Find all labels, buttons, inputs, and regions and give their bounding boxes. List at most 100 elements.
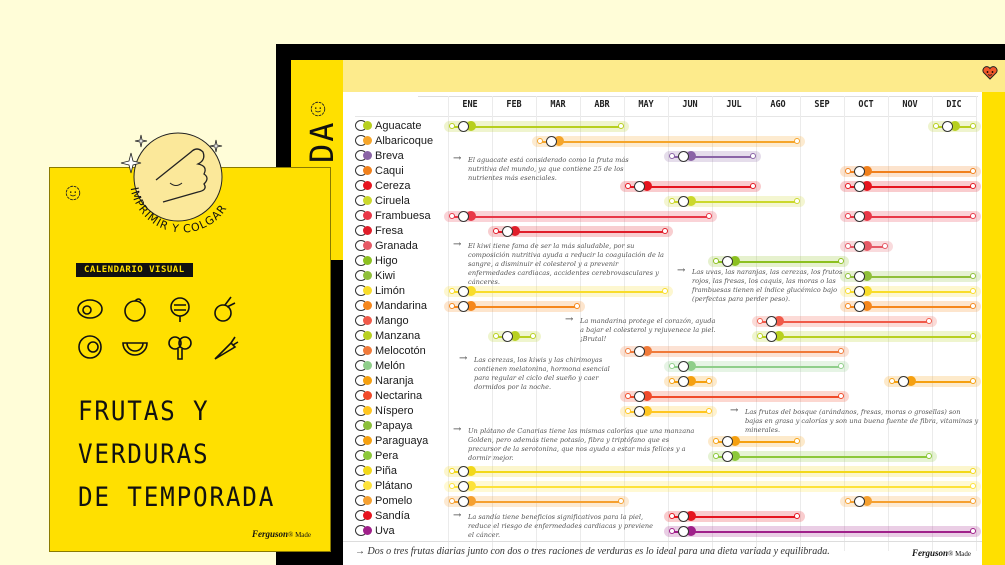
side-title: DA <box>303 120 341 163</box>
fruit-sketch-icon <box>678 526 689 537</box>
month-header-oct: OCT <box>858 99 874 110</box>
fact-note: → Las cerezas, los kiwis y las chirimoyas… <box>459 354 624 392</box>
fact-note-text: Las cerezas, los kiwis y las chirimoyas … <box>474 356 610 391</box>
month-header-nov: NOV <box>902 99 918 110</box>
season-end-marker <box>794 513 800 519</box>
month-header-jun: JUN <box>682 99 698 110</box>
carrot-icon <box>214 336 239 360</box>
fruit-name: Ciruela <box>375 195 410 207</box>
fruit-name: Melocotón <box>375 345 426 357</box>
fruit-color-dot <box>686 361 696 371</box>
fruit-name: Manzana <box>375 330 421 342</box>
fruit-sketch-icon <box>458 496 469 507</box>
season-end-marker <box>970 183 976 189</box>
season-line <box>717 261 840 263</box>
fruit-name: Paraguaya <box>375 435 429 447</box>
fact-note: → El aguacate está considerado como la fr… <box>453 154 648 183</box>
fruit-icon <box>355 240 373 252</box>
arrow-icon: → <box>453 239 462 250</box>
poster-title: FRUTAS Y VERDURAS DE TEMPORADA <box>78 396 276 513</box>
season-start-marker <box>669 528 675 534</box>
season-line <box>629 411 708 413</box>
fruit-icon <box>355 135 373 147</box>
fruit-icon <box>355 450 373 462</box>
fruit-sketch-icon <box>854 286 865 297</box>
season-end-marker <box>706 213 712 219</box>
fruit-color-dot <box>642 406 652 416</box>
top-band <box>343 60 1005 92</box>
fruit-name: Albaricoque <box>375 135 434 147</box>
fruit-name: Sandía <box>375 510 410 522</box>
print-and-hang-badge: IMPRIMIR Y COLGAR <box>120 132 229 236</box>
season-start-marker <box>625 393 631 399</box>
fruit-sketch-icon <box>854 496 865 507</box>
season-start-marker <box>669 378 675 384</box>
fruit-name: Kiwi <box>375 270 396 282</box>
month-header-ene: ENE <box>462 99 478 110</box>
fruit-sketch-icon <box>854 181 865 192</box>
fruit-name: Piña <box>375 465 398 477</box>
fruit-icon <box>355 465 373 477</box>
fruit-sketch-icon <box>546 136 557 147</box>
fact-note-text: La mandarina protege el corazón, ayuda a… <box>580 317 716 343</box>
season-end-marker <box>838 363 844 369</box>
smiley-flower-icon <box>65 185 81 201</box>
season-line <box>629 396 840 398</box>
thumbs-up-icon <box>155 148 208 203</box>
fruit-name: Fresa <box>375 225 404 237</box>
fruit-sketch-icon <box>854 301 865 312</box>
fruit-color-dot <box>466 466 476 476</box>
fruit-color-dot <box>862 286 872 296</box>
season-end-marker <box>706 378 712 384</box>
fact-note-text: El aguacate está considerado como la fru… <box>468 156 629 182</box>
month-header-may: MAY <box>638 99 654 110</box>
fact-note-text: El kiwi tiene fama de ser la más saludab… <box>468 242 664 286</box>
fact-note-text: La sandía tiene beneficios significativo… <box>468 513 654 539</box>
fruit-color-dot <box>730 436 740 446</box>
fruit-sketch-icon <box>854 271 865 282</box>
fruit-icon <box>355 315 373 327</box>
fruit-color-dot <box>774 331 784 341</box>
fruit-name: Granada <box>375 240 418 252</box>
month-header-feb: FEB <box>506 99 522 110</box>
season-start-marker <box>625 183 631 189</box>
season-line <box>849 171 972 173</box>
fruit-icon <box>355 510 373 522</box>
month-header-ago: AGO <box>770 99 786 110</box>
fruit-icon <box>355 180 373 192</box>
season-end-marker <box>838 348 844 354</box>
season-end-marker <box>970 528 976 534</box>
fruit-sketch-icon <box>634 181 645 192</box>
season-end-marker <box>970 303 976 309</box>
fruit-sketch-icon <box>678 196 689 207</box>
season-start-marker <box>625 408 631 414</box>
fruit-sketch-icon <box>502 226 513 237</box>
fruit-icon <box>355 225 373 237</box>
fruit-icon <box>355 525 373 537</box>
month-gridline <box>668 96 669 551</box>
fact-note: → La mandarina protege el corazón, ayuda … <box>565 315 720 344</box>
fruit-sketch-icon <box>458 466 469 477</box>
fruit-color-dot <box>730 451 740 461</box>
fruit-name: Limón <box>375 285 405 297</box>
season-end-marker <box>662 228 668 234</box>
season-start-marker <box>845 303 851 309</box>
season-line <box>453 471 972 473</box>
fruit-color-dot <box>774 316 784 326</box>
fruit-color-dot <box>686 511 696 521</box>
fruit-name: Mango <box>375 315 409 327</box>
arrow-icon: → <box>355 546 368 557</box>
season-start-marker <box>845 168 851 174</box>
season-start-marker <box>845 183 851 189</box>
fruit-icon <box>355 270 373 282</box>
fruit-color-dot <box>642 346 652 356</box>
fruit-color-dot <box>642 181 652 191</box>
fruit-color-dot <box>466 481 476 491</box>
fruit-name: Nectarina <box>375 390 423 402</box>
season-end-marker <box>970 123 976 129</box>
fruit-icon <box>355 360 373 372</box>
arrow-icon: → <box>453 153 462 164</box>
season-end-marker <box>530 333 536 339</box>
arrow-icon: → <box>453 510 462 521</box>
season-line <box>453 126 620 128</box>
